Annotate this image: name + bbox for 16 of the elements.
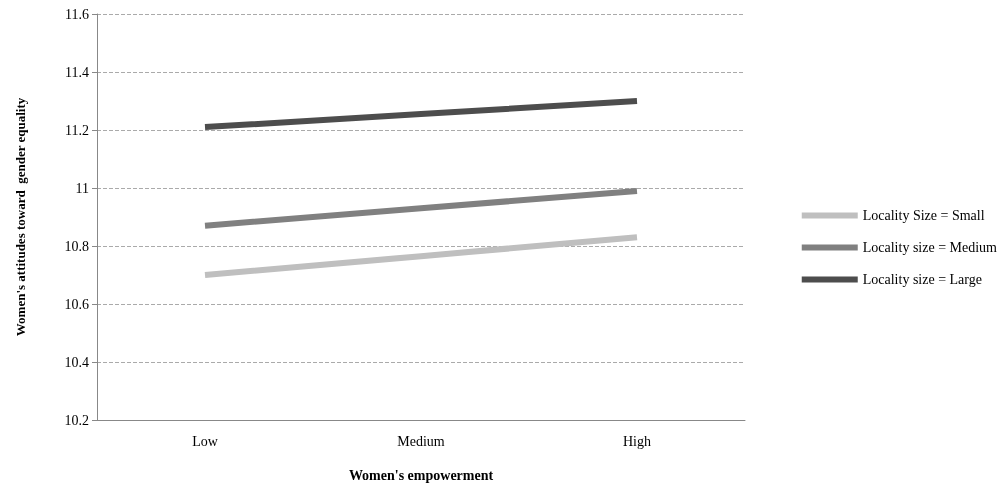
- x-axis-title: Women's empowerment: [348, 467, 494, 483]
- y-tick-label: 11.2: [65, 122, 89, 138]
- y-tick-label: 11.6: [65, 6, 89, 22]
- y-tick-label: 10.2: [64, 412, 89, 428]
- y-tick-label: 10.6: [64, 296, 89, 312]
- y-tick-label: 10.4: [64, 354, 89, 370]
- x-tick-label: Low: [192, 433, 219, 449]
- legend-label: Locality size = Large: [862, 272, 982, 287]
- legend-label: Locality size = Medium: [862, 240, 998, 255]
- x-tick-label: High: [623, 433, 651, 449]
- y-tick-label: 11: [75, 180, 89, 196]
- y-tick-label: 11.4: [65, 64, 89, 80]
- y-tick-label: 10.8: [64, 238, 89, 254]
- legend-label: Locality Size = Small: [862, 208, 985, 223]
- y-axis-title: Women's attitudes toward gender equality: [13, 97, 28, 337]
- x-tick-label: Medium: [397, 433, 445, 449]
